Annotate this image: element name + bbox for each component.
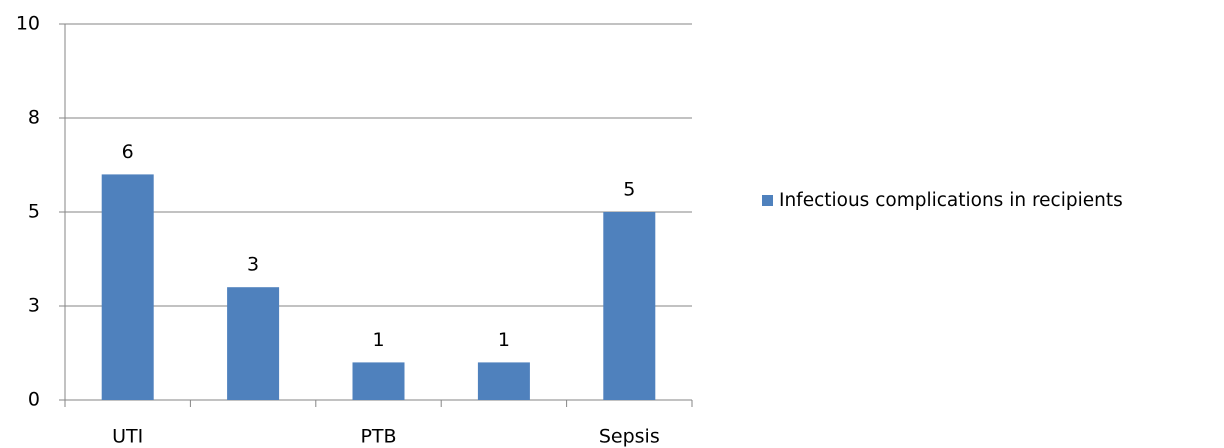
y-tick-label: 8 xyxy=(28,107,40,129)
y-tick-label: 3 xyxy=(28,295,40,317)
legend-swatch xyxy=(762,195,773,206)
data-label: 5 xyxy=(623,179,635,201)
legend-label: Infectious complications in recipients xyxy=(779,190,1123,211)
y-tick-label: 10 xyxy=(16,13,40,35)
bar xyxy=(101,174,154,400)
bar xyxy=(227,287,280,400)
x-tick-label: Sepsis xyxy=(599,426,660,448)
x-tick-label: PTB xyxy=(360,426,396,448)
x-tick-label: UTI xyxy=(112,426,143,448)
data-label: 1 xyxy=(372,329,384,351)
data-label: 1 xyxy=(498,329,510,351)
y-tick-label: 0 xyxy=(28,389,40,411)
bar xyxy=(352,362,405,400)
data-label: 6 xyxy=(122,141,134,163)
y-tick-label: 5 xyxy=(28,201,40,223)
bar xyxy=(603,212,656,400)
data-label: 3 xyxy=(247,254,259,276)
bar xyxy=(477,362,530,400)
